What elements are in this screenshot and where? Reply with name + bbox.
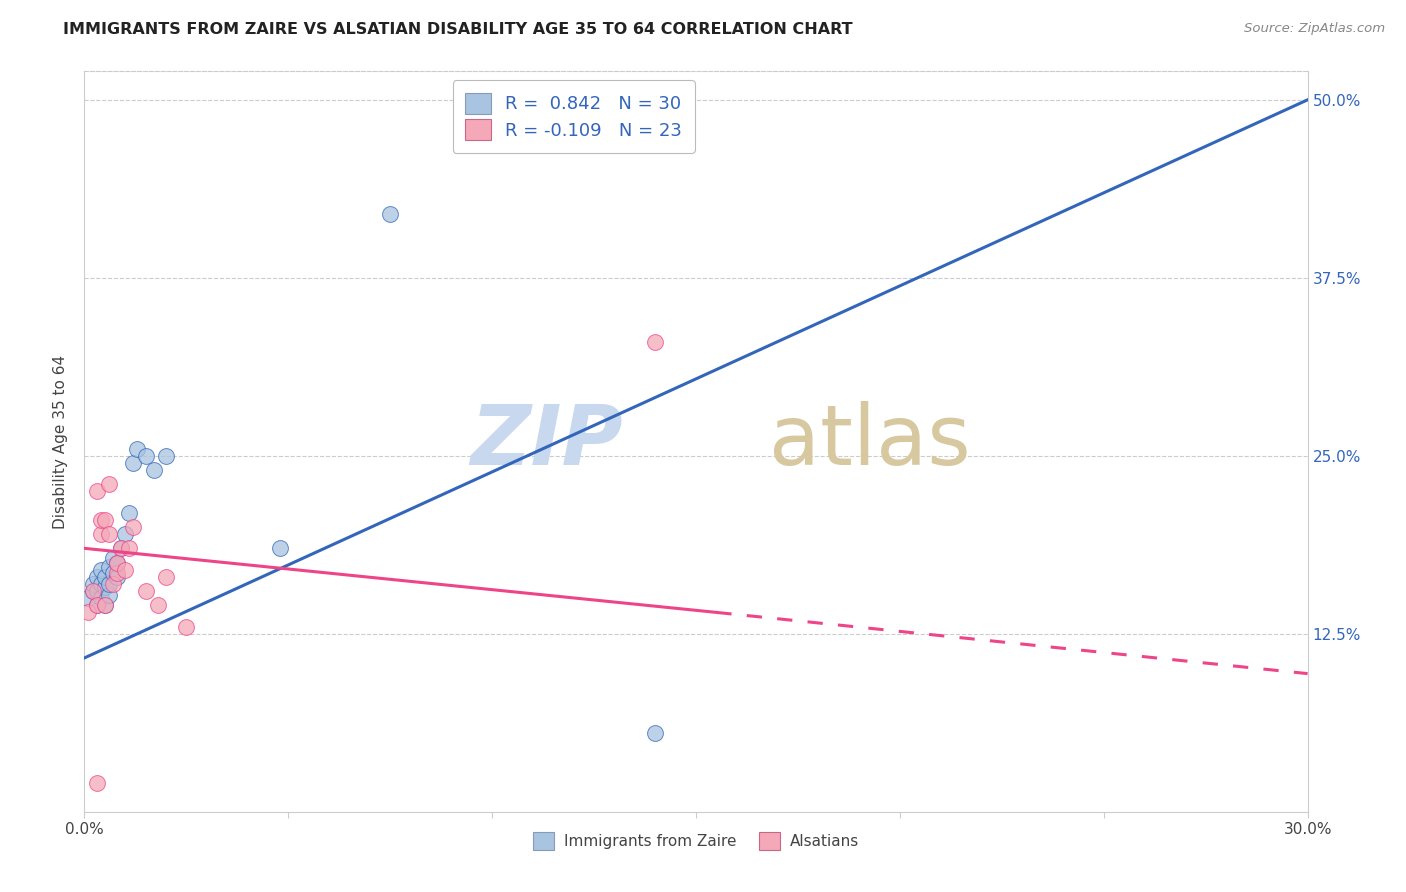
Text: Source: ZipAtlas.com: Source: ZipAtlas.com <box>1244 22 1385 36</box>
Point <box>105 570 128 584</box>
Point <box>93 570 115 584</box>
Point <box>93 599 115 613</box>
Point <box>146 599 169 613</box>
Point <box>90 563 112 577</box>
Point <box>155 449 177 463</box>
Point <box>644 334 666 349</box>
Point <box>110 541 132 556</box>
Point <box>105 556 128 570</box>
Legend: Immigrants from Zaire, Alsatians: Immigrants from Zaire, Alsatians <box>527 826 865 856</box>
Point <box>77 591 100 606</box>
Point <box>135 584 157 599</box>
Point <box>644 726 666 740</box>
Text: IMMIGRANTS FROM ZAIRE VS ALSATIAN DISABILITY AGE 35 TO 64 CORRELATION CHART: IMMIGRANTS FROM ZAIRE VS ALSATIAN DISABI… <box>63 22 853 37</box>
Point <box>101 551 124 566</box>
Point <box>135 449 157 463</box>
Point <box>101 577 124 591</box>
Point <box>118 506 141 520</box>
Point <box>86 599 108 613</box>
Y-axis label: Disability Age 35 to 64: Disability Age 35 to 64 <box>53 354 69 529</box>
Point <box>86 570 108 584</box>
Point <box>105 556 128 570</box>
Point <box>127 442 149 456</box>
Point <box>174 619 197 633</box>
Point <box>97 527 120 541</box>
Point <box>86 599 108 613</box>
Point <box>90 513 112 527</box>
Text: ZIP: ZIP <box>470 401 623 482</box>
Point <box>114 563 136 577</box>
Point <box>93 513 115 527</box>
Point <box>101 566 124 580</box>
Point <box>97 477 120 491</box>
Point <box>90 577 112 591</box>
Point <box>82 584 104 599</box>
Point <box>155 570 177 584</box>
Point <box>97 588 120 602</box>
Point <box>380 207 402 221</box>
Text: atlas: atlas <box>769 401 972 482</box>
Point <box>77 606 100 620</box>
Point <box>97 577 120 591</box>
Point <box>86 484 108 499</box>
Point <box>105 566 128 580</box>
Point <box>118 541 141 556</box>
Point <box>122 456 145 470</box>
Point <box>82 584 104 599</box>
Point <box>114 527 136 541</box>
Point <box>86 584 108 599</box>
Point <box>93 599 115 613</box>
Point <box>86 776 108 790</box>
Point <box>122 520 145 534</box>
Point <box>90 591 112 606</box>
Point <box>110 541 132 556</box>
Point <box>97 559 120 574</box>
Point <box>82 577 104 591</box>
Point <box>269 541 291 556</box>
Point <box>90 527 112 541</box>
Point <box>93 580 115 594</box>
Point <box>142 463 165 477</box>
